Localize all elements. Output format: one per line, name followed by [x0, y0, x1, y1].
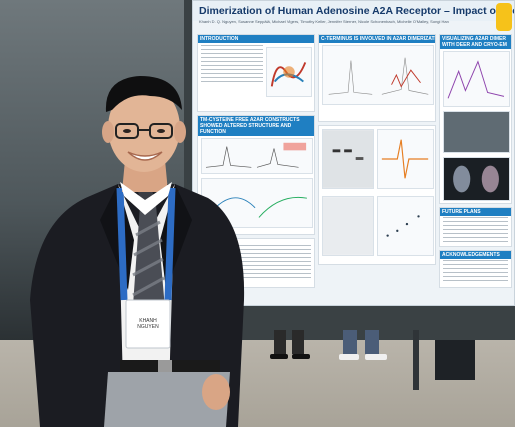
spectra-figure	[201, 138, 313, 174]
section-heading: VISUALIZING A2AR DIMER WITH DEER AND CRY…	[440, 35, 511, 49]
poster-section-visualizing: VISUALIZING A2AR DIMER WITH DEER AND CRY…	[439, 34, 512, 204]
section-heading: FUTURE PLANS	[440, 208, 511, 216]
deer-distance-plot	[443, 51, 510, 107]
badge-first-name: KHANH	[139, 318, 157, 324]
poster-section-results	[318, 125, 436, 265]
section-heading: C-TERMINUS IS INVOLVED IN A2AR DIMERIZAT…	[319, 35, 435, 43]
deer-traces	[377, 129, 434, 189]
section-heading: TM-CYSTEINE FREE A2AR CONSTRUCTS SHOWED …	[198, 116, 314, 136]
poster-section-acknowledgements: ACKNOWLEDGEMENTS	[439, 250, 512, 288]
background-person-jeans	[339, 330, 387, 360]
research-poster: Dimerization of Human Adenosine A2A Rece…	[192, 0, 515, 306]
poster-title: Dimerization of Human Adenosine A2A Rece…	[193, 1, 514, 21]
poster-section-future-plans: FUTURE PLANS	[439, 207, 512, 247]
section-text	[443, 217, 508, 243]
badge-last-name: NGUYEN	[137, 324, 159, 330]
section-heading: ACKNOWLEDGEMENTS	[440, 251, 511, 259]
poster-authors: Khanh D. Q. Nguyen, Susanne Seppälä, Mic…	[199, 19, 449, 24]
gel-image	[322, 129, 374, 189]
section-text	[443, 260, 508, 284]
cryo-em-micrograph	[443, 111, 510, 153]
poster-section-introduction: INTRODUCTION	[197, 34, 315, 112]
receptor-structure-figure	[266, 47, 312, 97]
scatter-plot	[377, 196, 434, 256]
cryo-em-class-averages	[443, 157, 510, 201]
name-badge-text: KHANH NGUYEN	[128, 318, 168, 330]
university-logo	[496, 3, 512, 31]
background-person-legs	[270, 330, 310, 359]
section-text	[201, 45, 263, 85]
poster-stand-base	[413, 330, 475, 390]
section-heading: INTRODUCTION	[198, 35, 314, 43]
c-terminus-graphs	[322, 45, 434, 105]
micrograph-image	[322, 196, 374, 256]
poster-section-c-terminus: C-TERMINUS IS INVOLVED IN A2AR DIMERIZAT…	[318, 34, 436, 122]
